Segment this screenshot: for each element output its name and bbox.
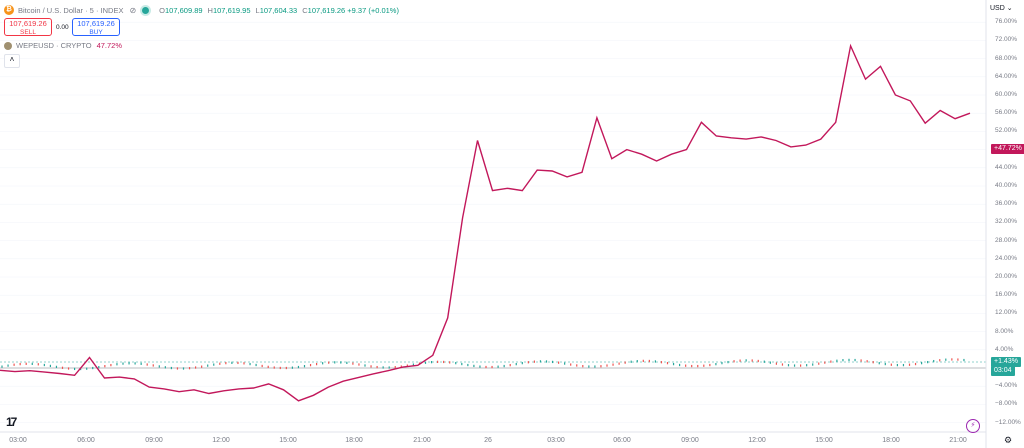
- compare-symbol[interactable]: WEPEUSD · CRYPTO: [16, 41, 92, 50]
- btc-price-tag: +1.43%: [991, 357, 1021, 367]
- gear-icon[interactable]: ⚙: [1004, 435, 1013, 445]
- price-axis-label: 36.00%: [995, 200, 1018, 208]
- price-axis-label: 40.00%: [995, 182, 1018, 189]
- buy-button[interactable]: 107,619.26 BUY: [72, 18, 120, 36]
- sell-price: 107,619.26: [9, 19, 47, 28]
- price-axis-label: 64.00%: [995, 72, 1018, 80]
- time-axis-label: 12:00: [212, 437, 230, 444]
- sell-button[interactable]: 107,619.26 SELL: [4, 18, 52, 36]
- time-axis-label: 12:00: [748, 437, 766, 444]
- tradingview-logo[interactable]: 17: [6, 415, 17, 429]
- currency-selector[interactable]: USD ⌄: [990, 4, 1013, 12]
- ohlc-open-label: O: [159, 5, 165, 15]
- price-axis-label: −12.00%: [995, 418, 1021, 426]
- ohlc-open-value: 107,609.89: [165, 5, 203, 15]
- time-axis-label: 15:00: [815, 437, 833, 444]
- chevron-up-icon: ˄: [9, 55, 15, 64]
- symbol-title[interactable]: Bitcoin / U.S. Dollar · 5 · INDEX: [18, 5, 124, 15]
- price-axis-label: 72.00%: [995, 36, 1018, 44]
- price-axis-label: 8.00%: [995, 327, 1014, 335]
- price-axis-label: 16.00%: [995, 291, 1018, 299]
- price-axis-label: 56.00%: [995, 109, 1018, 117]
- ohlc-close-value: 107,619.26 +9.37 (+0.01%): [307, 5, 399, 15]
- chevron-down-icon: ⌄: [1006, 5, 1013, 12]
- time-axis-label: 03:00: [9, 437, 27, 444]
- bar-countdown-tag: 03:04: [991, 366, 1015, 376]
- time-axis-label: 15:00: [279, 437, 297, 444]
- price-axis-label: 24.00%: [995, 254, 1018, 262]
- compare-legend[interactable]: WEPEUSD · CRYPTO 47.72%: [4, 41, 122, 50]
- ohlc-low-label: L: [255, 5, 260, 15]
- ohlc-low-value: 107,604.33: [259, 5, 298, 15]
- compare-value: 47.72%: [96, 41, 123, 50]
- price-axis-label: 4.00%: [995, 345, 1014, 353]
- btc-series: [1, 358, 965, 371]
- spread-value: 0.00: [56, 24, 69, 31]
- ohlc-high-value: 107,619.95: [212, 5, 251, 15]
- time-axis-label: 06:00: [613, 437, 631, 444]
- compare-price-tag: +47.72%: [991, 144, 1024, 154]
- price-axis-label: 68.00%: [995, 54, 1018, 62]
- bitcoin-icon: ₿: [4, 5, 14, 15]
- price-axis-label: −4.00%: [995, 382, 1018, 390]
- market-open-icon: [142, 6, 150, 14]
- eye-off-icon[interactable]: ⊘: [129, 5, 137, 15]
- sell-label: SELL: [20, 28, 36, 36]
- gridlines: [0, 21, 986, 423]
- buy-label: BUY: [89, 28, 103, 36]
- price-axis-label: 20.00%: [995, 273, 1018, 280]
- time-axis-label: 21:00: [413, 437, 431, 444]
- price-axis-label: 60.00%: [995, 91, 1018, 98]
- collapse-legend-button[interactable]: ˄: [4, 54, 20, 68]
- time-axis-label: 03:00: [547, 437, 565, 444]
- price-axis-label: 28.00%: [995, 236, 1018, 244]
- price-axis-label: 12.00%: [995, 309, 1018, 317]
- time-axis-label: 09:00: [681, 437, 699, 444]
- time-axis-label: 26: [484, 437, 492, 444]
- price-axis-label: −8.00%: [995, 400, 1018, 408]
- buy-price: 107,619.26: [77, 19, 115, 28]
- time-axis-label: 09:00: [145, 437, 163, 444]
- compare-series-line: [0, 43, 971, 402]
- lightning-icon[interactable]: ⚡: [966, 419, 980, 433]
- ohlc-high-label: H: [207, 5, 213, 15]
- price-axis-label: 44.00%: [995, 163, 1018, 171]
- price-axis-label: 32.00%: [995, 218, 1018, 226]
- time-axis-label: 21:00: [949, 437, 967, 444]
- currency-label: USD: [990, 5, 1005, 12]
- wepe-coin-icon: [4, 41, 12, 50]
- time-axis-label: 06:00: [77, 437, 95, 444]
- time-axis-label: 18:00: [345, 437, 363, 444]
- ohlc-close-label: C: [302, 5, 308, 15]
- time-axis-label: 18:00: [882, 437, 900, 444]
- price-axis-label: 76.00%: [995, 18, 1018, 26]
- price-axis-label: 52.00%: [995, 127, 1018, 135]
